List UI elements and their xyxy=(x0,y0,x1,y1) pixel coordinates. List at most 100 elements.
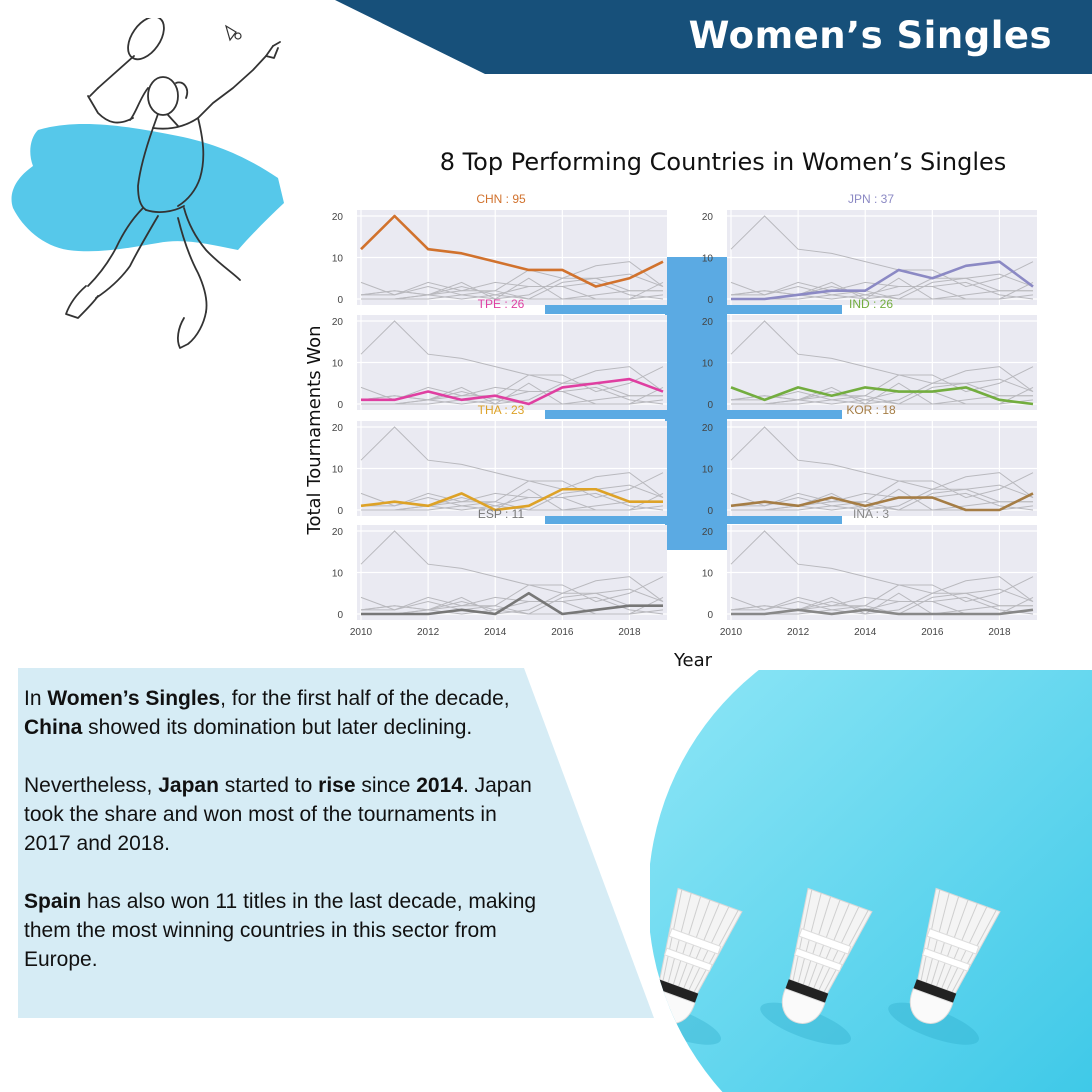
x-tick-label: 2012 xyxy=(417,627,440,638)
series-line-kor xyxy=(730,492,1034,512)
background-series-line xyxy=(361,399,664,405)
header-banner xyxy=(335,0,1092,74)
facet-label-chn: CHN : 95 xyxy=(476,192,526,206)
background-series-line xyxy=(731,484,1034,511)
shuttlecock-2 xyxy=(760,887,873,1045)
y-tick-label: 0 xyxy=(707,295,713,306)
y-tick-label: 10 xyxy=(332,569,344,580)
x-tick-label: 2014 xyxy=(484,627,507,638)
shuttlecock-3 xyxy=(888,887,1001,1045)
y-tick-label: 0 xyxy=(707,400,713,411)
facet-label-ina: INA : 3 xyxy=(853,507,889,521)
y-tick-label: 10 xyxy=(332,465,344,476)
panel-ina: 0 10 20 2010 2012 2014 2016 2018 INA : 3 xyxy=(702,507,1037,638)
y-tick-label: 0 xyxy=(337,400,343,411)
y-tick-label: 10 xyxy=(332,359,344,370)
shuttlecocks-photo xyxy=(650,670,1092,1092)
background-series-line xyxy=(730,215,1034,288)
background-series-line xyxy=(361,488,663,511)
x-axis-label: Year xyxy=(673,650,713,671)
y-tick-label: 0 xyxy=(707,506,713,517)
x-tick-label: 2010 xyxy=(350,627,373,638)
page-title: Women’s Singles xyxy=(688,14,1052,57)
series-line-tpe xyxy=(361,377,664,406)
background-series-line xyxy=(360,386,664,405)
y-tick-label: 20 xyxy=(702,212,714,223)
panel-jpn: 0 10 20 JPN : 37 xyxy=(702,192,1037,306)
facet-label-tha: THA : 23 xyxy=(478,403,525,417)
y-tick-label: 20 xyxy=(702,317,714,328)
y-tick-label: 0 xyxy=(707,610,713,621)
panel-kor: 0 10 20 KOR : 18 xyxy=(702,403,1037,517)
x-tick-label: 2010 xyxy=(720,627,743,638)
background-series-line xyxy=(730,530,1034,603)
panel-chn: 0 10 20 CHN : 95 xyxy=(332,192,667,306)
series-line-chn xyxy=(360,214,664,288)
background-series-line xyxy=(360,281,664,300)
y-tick-label: 10 xyxy=(702,569,714,580)
panel-ind: 0 10 20 IND : 26 xyxy=(702,297,1037,411)
series-line-ina xyxy=(731,608,1034,616)
x-tick-label: 2016 xyxy=(551,627,574,638)
text-panel-background xyxy=(18,668,654,1018)
facet-label-kor: KOR : 18 xyxy=(846,403,896,417)
y-axis-label: Total Tournaments Won xyxy=(304,326,325,536)
y-tick-label: 20 xyxy=(702,527,714,538)
y-tick-label: 20 xyxy=(332,423,344,434)
facet-label-tpe: TPE : 26 xyxy=(478,297,525,311)
background-series-line xyxy=(731,399,1034,405)
background-series-line xyxy=(361,609,664,615)
x-tick-label: 2016 xyxy=(921,627,944,638)
background-series-line xyxy=(730,320,1034,393)
x-tick-label: 2018 xyxy=(618,627,641,638)
panel-tpe: 0 10 20 TPE : 26 xyxy=(332,297,667,411)
badminton-player-illustration xyxy=(11,18,285,349)
background-series-line xyxy=(360,426,664,499)
panel-tha: 0 10 20 THA : 23 xyxy=(332,403,667,517)
x-tick-label: 2018 xyxy=(988,627,1011,638)
insight-paragraph-2: Nevertheless, Japan started to rise sinc… xyxy=(24,774,532,855)
y-tick-label: 0 xyxy=(337,610,343,621)
x-tick-label: 2012 xyxy=(787,627,810,638)
facet-label-ind: IND : 26 xyxy=(849,297,893,311)
x-tick-label: 2014 xyxy=(854,627,877,638)
background-series-line xyxy=(731,378,1034,405)
background-series-line xyxy=(731,277,1033,300)
background-series-line xyxy=(360,492,664,511)
background-series-line xyxy=(731,592,1033,615)
insight-paragraph-1: In Women’s Singles, for the first half o… xyxy=(24,687,510,739)
series-line-tha xyxy=(360,487,663,512)
background-series-line xyxy=(361,588,664,615)
chart-title: 8 Top Performing Countries in Women’s Si… xyxy=(439,148,1007,176)
y-tick-label: 10 xyxy=(332,254,344,265)
insight-text: In Women’s Singles, for the first half o… xyxy=(24,684,544,1003)
background-series-line xyxy=(360,596,664,615)
y-tick-label: 20 xyxy=(332,317,344,328)
background-series-line xyxy=(361,273,664,300)
background-series-line xyxy=(730,281,1034,300)
panel-esp: 0 10 20 2010 2012 2014 2016 2018 ESP : 11 xyxy=(332,507,667,638)
background-series-line xyxy=(361,382,663,405)
background-series-line xyxy=(730,596,1034,615)
y-tick-label: 10 xyxy=(702,359,714,370)
y-tick-label: 20 xyxy=(332,212,344,223)
background-series-line xyxy=(731,382,1033,405)
insight-paragraph-3: Spain has also won 11 titles in the last… xyxy=(24,890,537,971)
series-line-jpn xyxy=(731,260,1034,301)
background-series-line xyxy=(731,273,1034,300)
facet-label-esp: ESP : 11 xyxy=(478,507,525,521)
background-series-line xyxy=(360,530,664,603)
y-tick-label: 10 xyxy=(702,254,714,265)
y-tick-label: 20 xyxy=(332,527,344,538)
series-line-esp xyxy=(361,591,663,616)
y-tick-label: 0 xyxy=(337,295,343,306)
background-series-line xyxy=(361,277,663,300)
background-series-line xyxy=(361,484,664,511)
series-line-ind xyxy=(730,386,1034,406)
background-series-line xyxy=(361,294,664,300)
background-series-line xyxy=(731,588,1034,615)
background-series-line xyxy=(360,320,664,393)
background-series-line xyxy=(731,488,1033,511)
y-tick-label: 0 xyxy=(337,506,343,517)
